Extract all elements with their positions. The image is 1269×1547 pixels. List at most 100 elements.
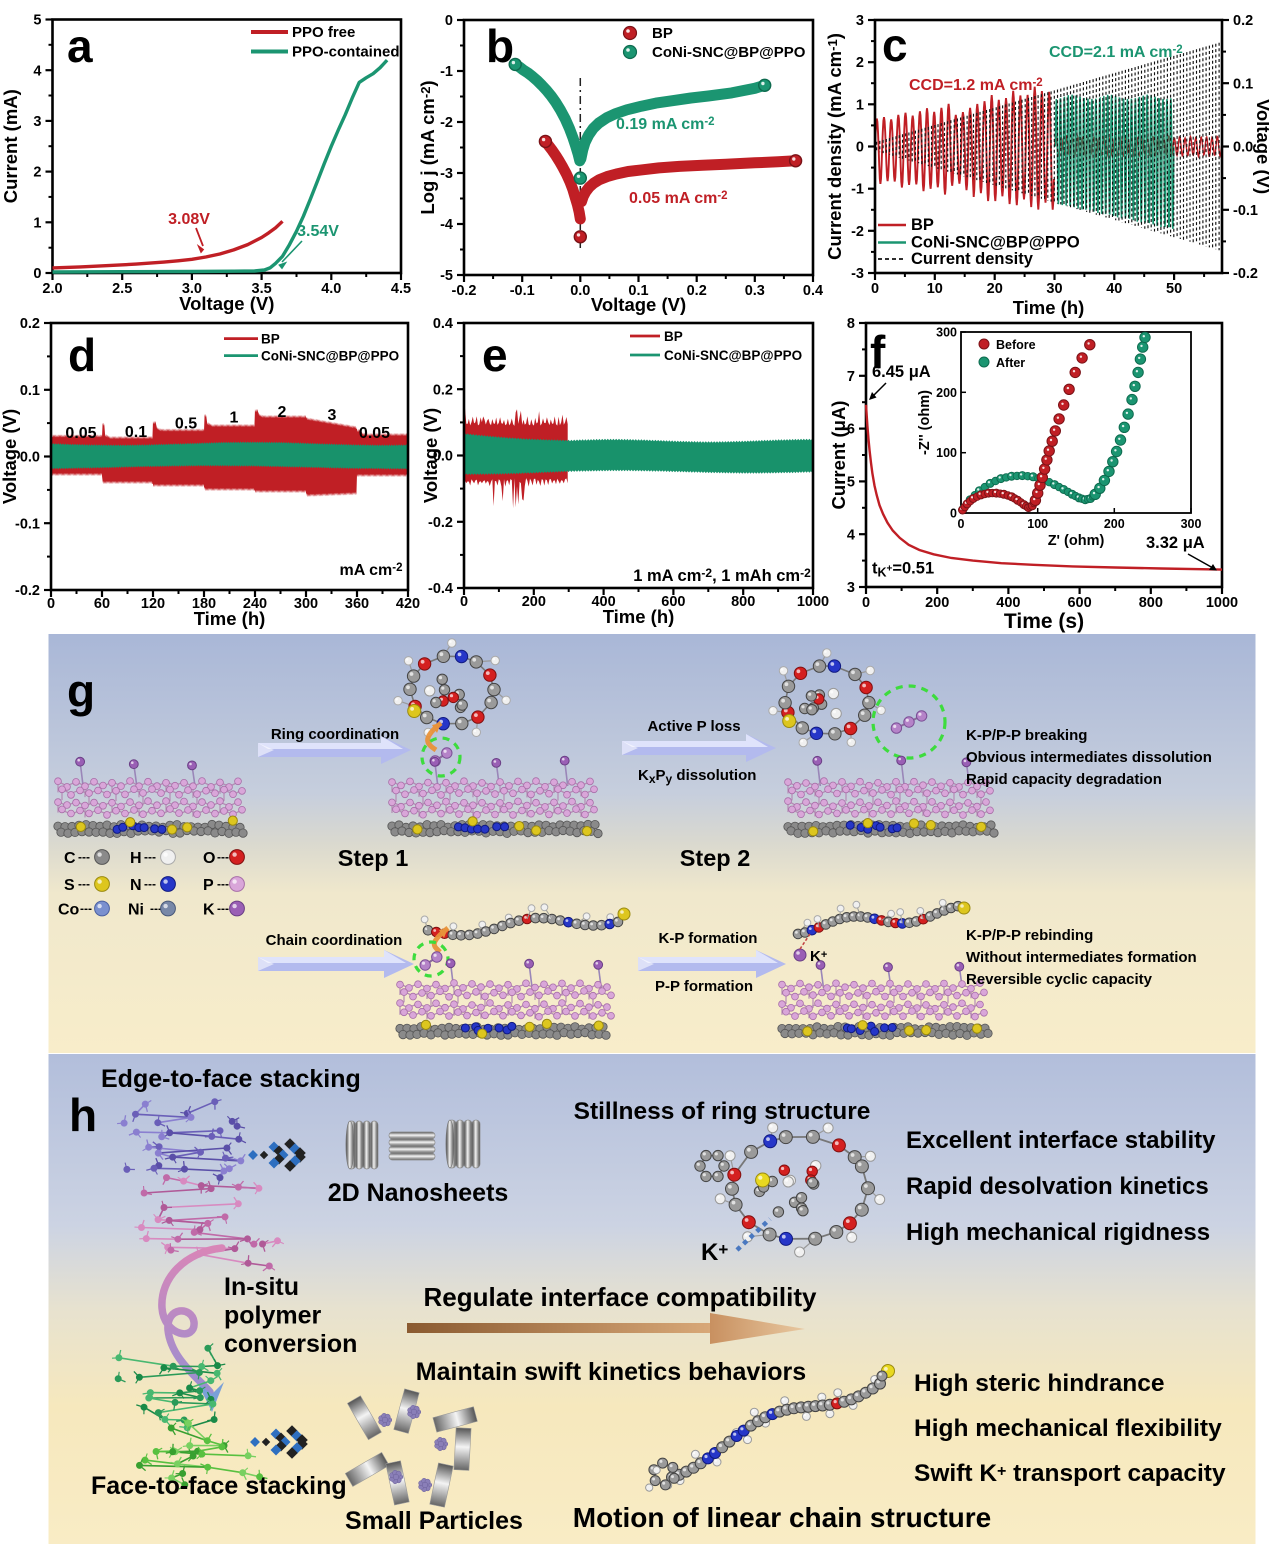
svg-text:1: 1	[856, 97, 864, 113]
svg-text:200: 200	[522, 594, 546, 610]
svg-text:3.54V: 3.54V	[297, 223, 339, 240]
svg-text:Chain coordination: Chain coordination	[266, 932, 403, 949]
svg-text:K-P formation: K-P formation	[659, 930, 758, 947]
svg-text:Stillness of ring structure: Stillness of ring structure	[574, 1098, 871, 1125]
svg-text:d: d	[68, 329, 96, 381]
svg-text:Current density (mA cm-1): Current density (mA cm-1)	[824, 33, 845, 260]
svg-text:H: H	[130, 850, 142, 867]
svg-text:4: 4	[33, 63, 41, 79]
svg-text:120: 120	[141, 596, 165, 612]
svg-text:6.45 μA: 6.45 μA	[872, 363, 931, 381]
svg-text:3: 3	[328, 407, 337, 424]
svg-text:---: ---	[217, 850, 229, 864]
svg-text:300: 300	[294, 596, 318, 612]
svg-text:Before: Before	[996, 338, 1036, 352]
svg-text:-0.1: -0.1	[510, 283, 535, 299]
svg-text:1 mA cm-2, 1 mAh cm-2: 1 mA cm-2, 1 mAh cm-2	[633, 566, 811, 585]
svg-text:-0.2: -0.2	[428, 515, 453, 531]
svg-text:3.08V: 3.08V	[168, 211, 210, 228]
svg-text:2: 2	[278, 404, 287, 421]
svg-text:-0.1: -0.1	[15, 516, 40, 532]
svg-text:N: N	[130, 877, 142, 894]
svg-text:Motion of linear chain structu: Motion of linear chain structure	[573, 1502, 991, 1533]
svg-text:Without intermediates formatio: Without intermediates formation	[966, 949, 1197, 966]
svg-text:Rapid capacity degradation: Rapid capacity degradation	[966, 771, 1162, 788]
svg-text:50: 50	[1166, 281, 1182, 297]
svg-text:CCD=1.2 mA cm-2: CCD=1.2 mA cm-2	[909, 77, 1043, 94]
svg-text:4.0: 4.0	[321, 281, 341, 297]
svg-text:7: 7	[847, 369, 855, 385]
svg-text:0.05 mA cm-2: 0.05 mA cm-2	[629, 190, 728, 207]
svg-text:f: f	[870, 326, 886, 378]
svg-text:Step 2: Step 2	[680, 845, 751, 871]
svg-text:0: 0	[871, 281, 879, 297]
svg-text:240: 240	[243, 596, 267, 612]
svg-text:3: 3	[33, 114, 41, 130]
svg-text:1: 1	[33, 215, 41, 231]
svg-text:0.0: 0.0	[433, 449, 453, 465]
svg-text:-0.2: -0.2	[1233, 266, 1258, 282]
svg-text:-1: -1	[440, 64, 453, 80]
svg-text:High mechanical rigidness: High mechanical rigidness	[906, 1219, 1210, 1246]
svg-text:---: ---	[80, 902, 92, 916]
svg-text:200: 200	[936, 386, 957, 400]
svg-text:Ring coordination: Ring coordination	[271, 726, 399, 743]
svg-text:-2: -2	[851, 224, 864, 240]
svg-text:---: ---	[144, 877, 156, 891]
svg-text:BP: BP	[911, 216, 934, 234]
svg-text:1000: 1000	[1206, 595, 1238, 611]
svg-text:-0.2: -0.2	[452, 283, 477, 299]
svg-text:---: ---	[217, 902, 229, 916]
svg-text:CoNi-SNC@BP@PPO: CoNi-SNC@BP@PPO	[261, 349, 399, 364]
svg-text:100: 100	[936, 446, 957, 460]
svg-text:-4: -4	[440, 217, 453, 233]
svg-text:Step 1: Step 1	[338, 845, 409, 871]
svg-text:High mechanical flexibility: High mechanical flexibility	[914, 1415, 1222, 1442]
svg-text:0: 0	[958, 517, 965, 531]
svg-text:300: 300	[1181, 517, 1202, 531]
svg-text:Current (μA): Current (μA)	[828, 401, 849, 510]
svg-text:3.32 μA: 3.32 μA	[1146, 534, 1205, 552]
svg-text:0: 0	[950, 507, 957, 521]
svg-text:---: ---	[78, 850, 90, 864]
svg-text:20: 20	[987, 281, 1003, 297]
svg-text:mA cm-2: mA cm-2	[340, 562, 403, 579]
svg-text:Current density: Current density	[911, 250, 1034, 268]
svg-text:Excellent interface stability: Excellent interface stability	[906, 1127, 1216, 1154]
svg-text:PPO-contained: PPO-contained	[292, 44, 400, 61]
svg-text:1000: 1000	[797, 594, 829, 610]
svg-text:Maintain swift kinetics behavi: Maintain swift kinetics behaviors	[416, 1358, 806, 1386]
svg-text:-5: -5	[440, 268, 453, 284]
svg-text:0.5: 0.5	[175, 416, 197, 433]
svg-text:0: 0	[33, 266, 41, 282]
svg-text:KxPy dissolution: KxPy dissolution	[638, 767, 756, 786]
svg-text:3: 3	[847, 580, 855, 596]
svg-text:conversion: conversion	[224, 1330, 357, 1358]
svg-text:Reversible cyclic capacity: Reversible cyclic capacity	[966, 971, 1153, 988]
svg-text:-0.2: -0.2	[15, 583, 40, 599]
svg-text:-0.4: -0.4	[428, 581, 453, 597]
svg-text:Co: Co	[58, 902, 80, 919]
svg-text:BP: BP	[664, 329, 683, 344]
svg-text:Time (h): Time (h)	[1013, 297, 1085, 318]
svg-text:tK+=0.51: tK+=0.51	[872, 560, 934, 580]
svg-text:-0.1: -0.1	[1233, 203, 1258, 219]
svg-text:0: 0	[445, 13, 453, 29]
svg-text:a: a	[67, 20, 93, 72]
svg-text:400: 400	[996, 595, 1020, 611]
svg-text:Small Particles: Small Particles	[345, 1507, 523, 1535]
svg-text:Voltage (V): Voltage (V)	[179, 293, 274, 314]
svg-text:100: 100	[1027, 517, 1048, 531]
svg-text:-1: -1	[851, 182, 864, 198]
svg-text:P-P formation: P-P formation	[655, 978, 753, 995]
svg-text:Time (s): Time (s)	[1004, 610, 1084, 633]
svg-text:3.0: 3.0	[182, 281, 202, 297]
svg-text:0: 0	[862, 595, 870, 611]
svg-text:---: ---	[144, 850, 156, 864]
svg-text:Voltage (V): Voltage (V)	[0, 409, 20, 504]
svg-text:Voltage (V): Voltage (V)	[1253, 99, 1269, 194]
svg-text:Ni: Ni	[128, 902, 144, 919]
svg-text:3.5: 3.5	[252, 281, 272, 297]
svg-text:0.4: 0.4	[803, 283, 823, 299]
svg-text:0.2: 0.2	[20, 316, 40, 332]
